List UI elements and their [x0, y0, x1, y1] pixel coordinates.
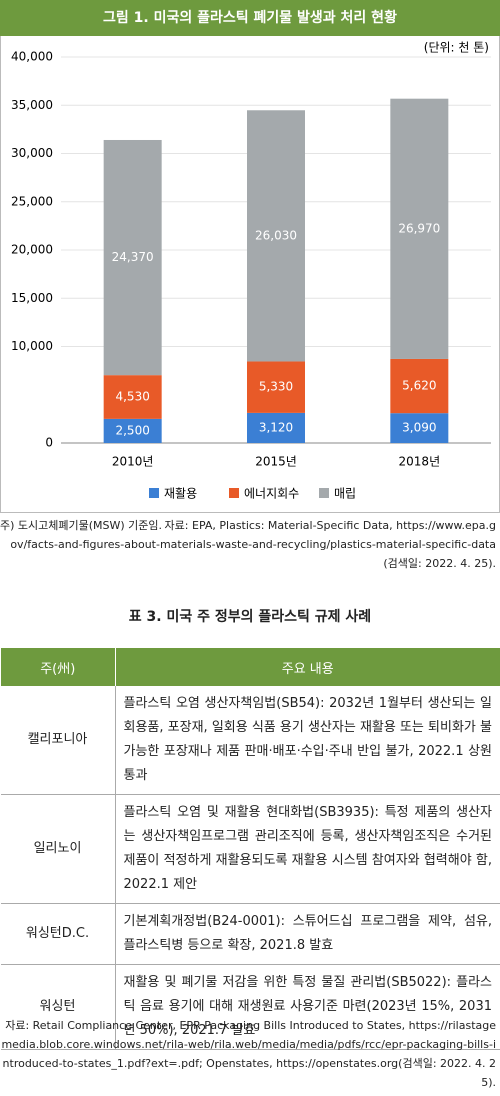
chart-notes: 주) 도시고체폐기물(MSW) 기준임. 자료: EPA, Plastics: M… [0, 516, 496, 573]
value-label: 26,030 [255, 228, 297, 242]
content: 기본계획개정법(B24-0001): 스튜어드십 프로그램을 제약, 섬유, 플… [115, 903, 500, 965]
x-tick-label: 2018년 [399, 455, 441, 469]
table-header: 주요 내용 [114, 648, 500, 686]
bar-segment [103, 375, 162, 419]
y-tick-label: 35,000 [11, 98, 53, 112]
value-label: 3,120 [259, 420, 293, 434]
legend-label: 에너지회수 [244, 487, 299, 501]
table: 주(州) 주요 내용 캘리포니아 플라스틱 오염 생산자책임법(SB54): 203… [0, 648, 500, 1050]
table-header: 주(州) [0, 648, 115, 686]
content: 플라스틱 오염 생산자책임법(SB54): 2032년 1월부터 생산되는 일회… [115, 686, 500, 795]
y-tick-label: 25,000 [11, 194, 53, 208]
x-tick-label: 2010년 [112, 455, 154, 469]
bar-segment [390, 358, 449, 414]
content: 재활용 및 폐기물 저감을 위한 특정 물질 관리법(SB5022): 플라스틱… [115, 964, 500, 1050]
y-tick-label: 30,000 [11, 146, 53, 160]
state: 워싱턴D.C. [0, 903, 116, 965]
value-label: 4,530 [115, 390, 149, 404]
value-label: 5,620 [402, 379, 436, 393]
legend-swatch [149, 488, 159, 498]
value-label: 26,970 [398, 221, 440, 235]
bar-segment [247, 361, 305, 413]
y-tick-label: 10,000 [11, 339, 53, 353]
y-tick-label: 20,000 [11, 243, 53, 257]
bar-segment [247, 110, 305, 362]
y-tick-label: 0 [45, 436, 53, 450]
x-tick-label: 2015년 [255, 455, 297, 469]
bar-segment [390, 98, 449, 359]
bar-segment [103, 418, 162, 443]
bar-segment [103, 139, 162, 376]
bar-segment [390, 413, 449, 443]
value-label: 3,090 [402, 421, 436, 435]
value-label: 2,500 [115, 423, 149, 437]
legend-label: 재활용 [164, 487, 197, 501]
content: 플라스틱 오염 및 재활용 현대화법(SB3935): 특정 제품의 생산자는 … [115, 794, 500, 904]
state: 일리노이 [0, 794, 116, 904]
figure-title: 그림 1. 미국의 플라스틱 폐기물 발생과 처리 현황 [0, 0, 500, 36]
table-source: 자료: Retail Compliance Center, EPR Packag… [1, 1019, 496, 1089]
chart-source: 자료: EPA, Plastics: Material-Specific Dat… [10, 519, 496, 570]
y-tick-label: 40,000 [11, 50, 53, 64]
unit-label: (단위: 천 톤) [424, 40, 489, 55]
chart: (단위: 천 톤) 0 10,000 15,000 20,000 25,000 30,00… [11, 40, 491, 501]
value-label: 5,330 [259, 380, 293, 394]
legend-label: 매립 [334, 487, 356, 501]
chart-note: 주) 도시고체폐기물(MSW) 기준임. [0, 519, 163, 532]
legend-swatch [319, 488, 329, 498]
state: 캘리포니아 [0, 686, 116, 795]
value-label: 24,370 [112, 250, 154, 264]
chart-box: (단위: 천 톤) 0 10,000 15,000 20,000 25,000 30,00… [0, 36, 500, 513]
legend-swatch [229, 488, 239, 498]
bar-segment [247, 412, 305, 443]
y-tick-label: 15,000 [11, 291, 53, 305]
table-title: 표 3. 미국 주 정부의 플라스틱 규제 사례 [128, 609, 372, 625]
state: 워싱턴 [0, 964, 116, 1050]
